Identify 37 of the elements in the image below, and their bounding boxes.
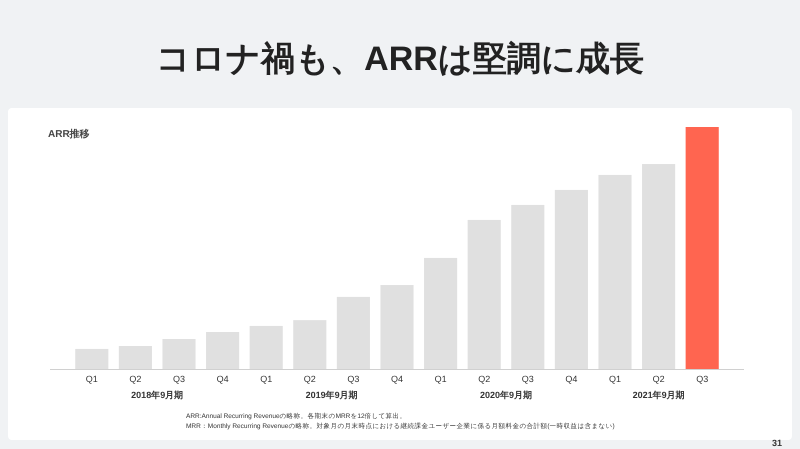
x-tick-label: Q2 bbox=[478, 374, 490, 384]
bar bbox=[118, 346, 152, 369]
x-tick-label: Q1 bbox=[86, 374, 98, 384]
bar bbox=[511, 204, 544, 369]
x-tick-label: Q4 bbox=[390, 374, 404, 384]
x-tick-label: Q3 bbox=[696, 374, 708, 384]
x-tick-label: Q1 bbox=[260, 374, 272, 384]
bar bbox=[162, 338, 196, 369]
bar bbox=[75, 348, 108, 369]
chart-title: コロナ禍も、ARRは堅調に成長 bbox=[156, 40, 644, 78]
x-tick-label: Q1 bbox=[608, 374, 622, 384]
bar bbox=[336, 296, 370, 369]
bar bbox=[642, 164, 676, 369]
bar bbox=[380, 285, 414, 369]
bar bbox=[598, 174, 632, 369]
text: 2020年9月期 bbox=[480, 390, 532, 400]
x-tick-label: Q2 bbox=[304, 374, 316, 384]
x-tick-label: Q3 bbox=[522, 374, 534, 384]
text: 31 bbox=[772, 438, 782, 448]
x-tick-label: Q3 bbox=[172, 374, 186, 384]
x-tick-label: Q2 bbox=[652, 374, 665, 384]
x-tick-label: Q4 bbox=[216, 374, 229, 384]
bar bbox=[686, 127, 719, 369]
chart-subtitle: ARR推移 bbox=[48, 128, 90, 140]
bar bbox=[250, 326, 283, 369]
x-tick-label: Q2 bbox=[129, 374, 142, 384]
text: 2021年9月期 bbox=[632, 390, 685, 400]
x-tick-label: Q1 bbox=[434, 374, 447, 384]
x-tick-label: Q4 bbox=[565, 374, 578, 384]
text: 2018年9月期 bbox=[131, 390, 184, 400]
bar bbox=[468, 220, 501, 369]
bar bbox=[206, 332, 240, 369]
x-tick-label: Q3 bbox=[347, 374, 360, 384]
bar bbox=[554, 190, 588, 369]
bar bbox=[293, 320, 326, 369]
bar bbox=[424, 258, 458, 369]
text: 2019年9月期 bbox=[306, 390, 358, 400]
